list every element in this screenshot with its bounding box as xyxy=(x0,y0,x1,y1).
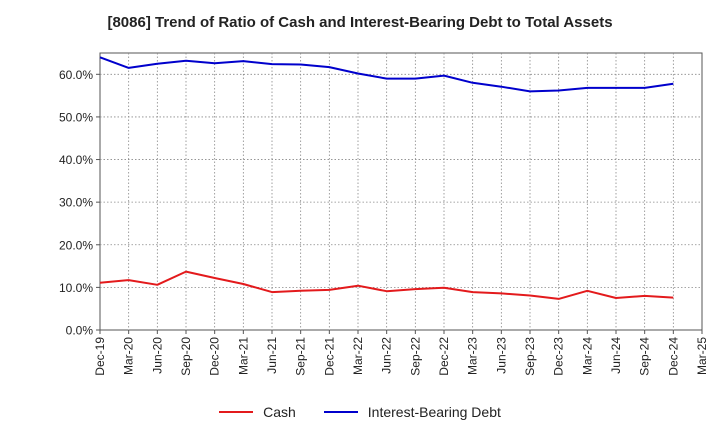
series-line-interest-bearing-debt xyxy=(99,56,674,93)
y-tick-label: 10.0% xyxy=(59,281,93,295)
legend-swatch-debt xyxy=(323,411,358,413)
x-tick-label: Jun-20 xyxy=(150,337,164,374)
x-tick-label: Dec-24 xyxy=(666,337,680,376)
legend: Cash Interest-Bearing Debt xyxy=(0,404,720,420)
x-tick-label: Dec-20 xyxy=(208,337,222,376)
x-tick-label: Dec-22 xyxy=(437,337,451,376)
x-tick-label: Jun-22 xyxy=(380,337,394,374)
series-line-cash xyxy=(99,270,674,300)
y-tick-label: 50.0% xyxy=(59,110,93,124)
x-tick-label: Mar-20 xyxy=(122,337,136,375)
x-tick-label: Mar-25 xyxy=(695,337,709,375)
x-tick-label: Dec-23 xyxy=(552,337,566,376)
legend-item-cash: Cash xyxy=(219,404,296,420)
x-tick-label: Jun-24 xyxy=(609,337,623,374)
x-tick-label: Dec-21 xyxy=(322,337,336,376)
x-tick-label: Sep-24 xyxy=(638,337,652,376)
x-tick-label: Dec-19 xyxy=(93,337,107,376)
x-tick-label: Sep-22 xyxy=(408,337,422,376)
x-tick-label: Mar-23 xyxy=(466,337,480,375)
legend-label-debt: Interest-Bearing Debt xyxy=(367,404,501,420)
y-tick-label: 30.0% xyxy=(59,196,93,210)
y-tick-label: 0.0% xyxy=(66,324,94,338)
legend-swatch-cash xyxy=(219,411,254,413)
x-tick-label: Mar-22 xyxy=(351,337,365,375)
chart-title: [8086] Trend of Ratio of Cash and Intere… xyxy=(107,14,613,31)
legend-item-debt: Interest-Bearing Debt xyxy=(323,404,501,420)
x-tick-label: Sep-21 xyxy=(294,337,308,376)
x-tick-label: Jun-23 xyxy=(494,337,508,374)
y-tick-label: 20.0% xyxy=(59,238,93,252)
x-tick-label: Jun-21 xyxy=(265,337,279,374)
x-tick-label: Mar-24 xyxy=(580,337,594,375)
x-tick-label: Sep-23 xyxy=(523,337,537,376)
y-tick-label: 60.0% xyxy=(59,68,93,82)
legend-label-cash: Cash xyxy=(263,404,296,420)
y-tick-label: 40.0% xyxy=(59,153,93,167)
plot-area xyxy=(99,52,703,331)
x-tick-label: Mar-21 xyxy=(236,337,250,375)
x-tick-label: Sep-20 xyxy=(179,337,193,376)
